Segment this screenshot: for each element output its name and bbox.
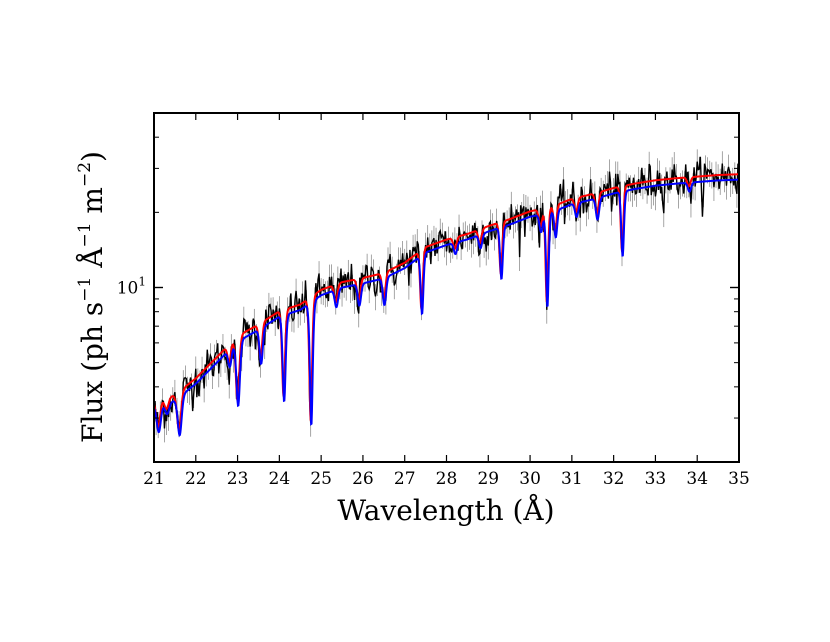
- x-tick-label: 21: [143, 469, 165, 489]
- x-tick-label: 30: [519, 469, 541, 489]
- x-tick-label: 35: [728, 469, 750, 489]
- model-blue-line: [154, 178, 739, 437]
- x-axis-title: Wavelength (Å): [337, 494, 554, 527]
- x-tick-label: 25: [310, 469, 332, 489]
- x-tick-label: 26: [352, 469, 374, 489]
- x-tick-label: 34: [686, 469, 708, 489]
- tick-labels: 21 22 23 24 25 26 27 28 29 30 31 32 33 34 35 101: [117, 275, 750, 490]
- x-tick-label: 28: [436, 469, 458, 489]
- ticks-layer: [153, 113, 740, 462]
- observed-spectrum-line: [154, 156, 739, 433]
- x-tick-label: 24: [269, 469, 291, 489]
- x-tick-label: 23: [227, 469, 249, 489]
- x-tick-label: 31: [561, 469, 583, 489]
- x-tick-label: 27: [394, 469, 416, 489]
- y-tick-label: 101: [117, 275, 146, 299]
- plot-frame: [153, 112, 740, 463]
- x-tick-label: 33: [645, 469, 667, 489]
- x-tick-label: 29: [477, 469, 499, 489]
- x-tick-label: 32: [603, 469, 625, 489]
- model-red-line: [154, 173, 739, 433]
- series-layer: [154, 149, 739, 443]
- x-tick-label: 22: [185, 469, 207, 489]
- y-axis-title: Flux (ph s−1 Å−1 m−2): [75, 151, 109, 443]
